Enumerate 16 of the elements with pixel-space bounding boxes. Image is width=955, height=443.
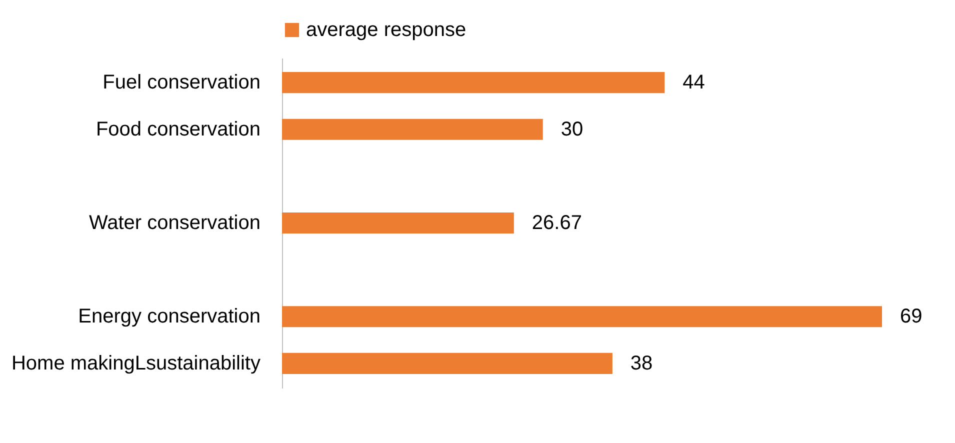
- bar: [282, 212, 514, 234]
- y-tick-label: Fuel conservation: [102, 72, 260, 94]
- y-tick-label: Food conservation: [96, 118, 260, 140]
- data-label: 44: [682, 72, 705, 94]
- bar: [282, 118, 543, 140]
- data-label: 38: [630, 352, 653, 374]
- y-tick-label: Energy conservation: [78, 306, 260, 328]
- y-tick-label: Home makingLsustainability: [11, 352, 260, 374]
- bar: [282, 352, 612, 374]
- y-tick-label: Water conservation: [88, 212, 260, 234]
- bar: [282, 72, 665, 94]
- data-label: 69: [900, 306, 922, 328]
- bar: [282, 306, 882, 328]
- data-label: 30: [560, 118, 584, 140]
- legend-label: average response: [306, 19, 466, 41]
- data-label: 26.67: [532, 212, 582, 234]
